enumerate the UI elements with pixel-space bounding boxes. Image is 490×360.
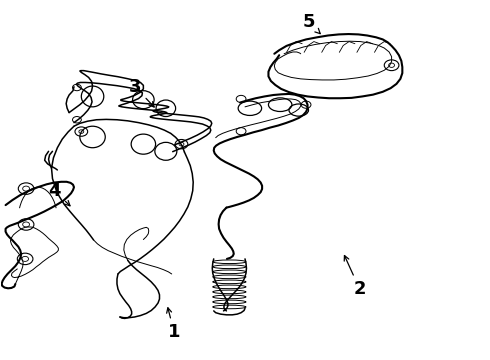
Text: 3: 3 [129, 78, 154, 107]
Text: 4: 4 [48, 182, 70, 206]
Text: 2: 2 [344, 256, 366, 298]
Text: 5: 5 [302, 13, 320, 34]
Text: 1: 1 [167, 308, 180, 341]
